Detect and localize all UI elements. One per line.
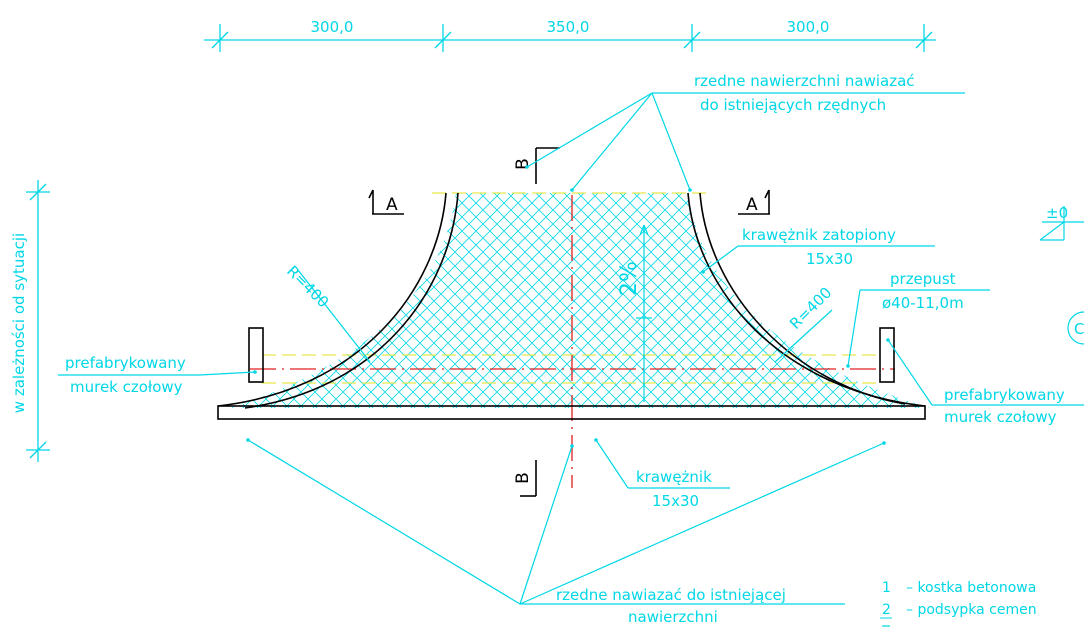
leader-dots: [246, 165, 890, 448]
pavement-hatch: [230, 193, 930, 408]
legend-text-2: – podsypka cemen: [906, 602, 1037, 618]
axis-lines: [250, 195, 895, 488]
curb-sunken-2: 15x30: [806, 250, 853, 268]
section-b-bottom: B: [513, 472, 533, 484]
section-a-right: A: [746, 195, 758, 215]
wall-right-2: murek czołowy: [944, 408, 1057, 426]
culvert-2: ø40-11,0m: [882, 294, 964, 312]
top-dimension: [204, 24, 936, 52]
existing-2: nawierzchni: [628, 608, 718, 626]
curb-outline: [217, 192, 926, 420]
curb-sunken-1: krawężnik zatopiony: [742, 226, 896, 244]
wall-left-1: prefabrykowany: [65, 354, 186, 372]
slope-label: 2%: [617, 261, 642, 296]
dimension-1: 300,0: [311, 18, 354, 36]
surface-note-1: rzedne nawierzchni nawiazać: [694, 72, 915, 90]
side-dimension: [26, 180, 50, 462]
elevation-marker: [1039, 206, 1084, 241]
curb-1: krawężnik: [636, 468, 712, 486]
leader-lines: [58, 92, 1084, 605]
circle-marker: [1067, 311, 1084, 345]
radius-right: R=400: [786, 284, 835, 333]
culvert-1: przepust: [890, 270, 956, 288]
existing-1: rzedne nawiazać do istniejącej: [556, 586, 786, 604]
wall-left-2: murek czołowy: [70, 378, 183, 396]
section-markers: [368, 147, 770, 497]
radius-left: R=400: [283, 262, 332, 311]
elevation-label: ±0: [1046, 204, 1068, 222]
dimension-2: 350,0: [547, 18, 590, 36]
curb-2: 15x30: [652, 492, 699, 510]
section-a-left: A: [386, 195, 398, 215]
dimension-3: 300,0: [787, 18, 830, 36]
wall-right-1: prefabrykowany: [944, 386, 1065, 404]
legend-num-1: 1: [882, 580, 891, 596]
surface-note-2: do istniejących rzędnych: [700, 96, 886, 114]
section-b-top: B: [513, 158, 533, 170]
legend-text-1: – kostka betonowa: [906, 580, 1036, 596]
circle-marker-label: C: [1074, 320, 1084, 338]
side-dimension-label: w zależności od sytuacji: [10, 233, 28, 413]
legend-num-2: 2: [882, 602, 891, 618]
